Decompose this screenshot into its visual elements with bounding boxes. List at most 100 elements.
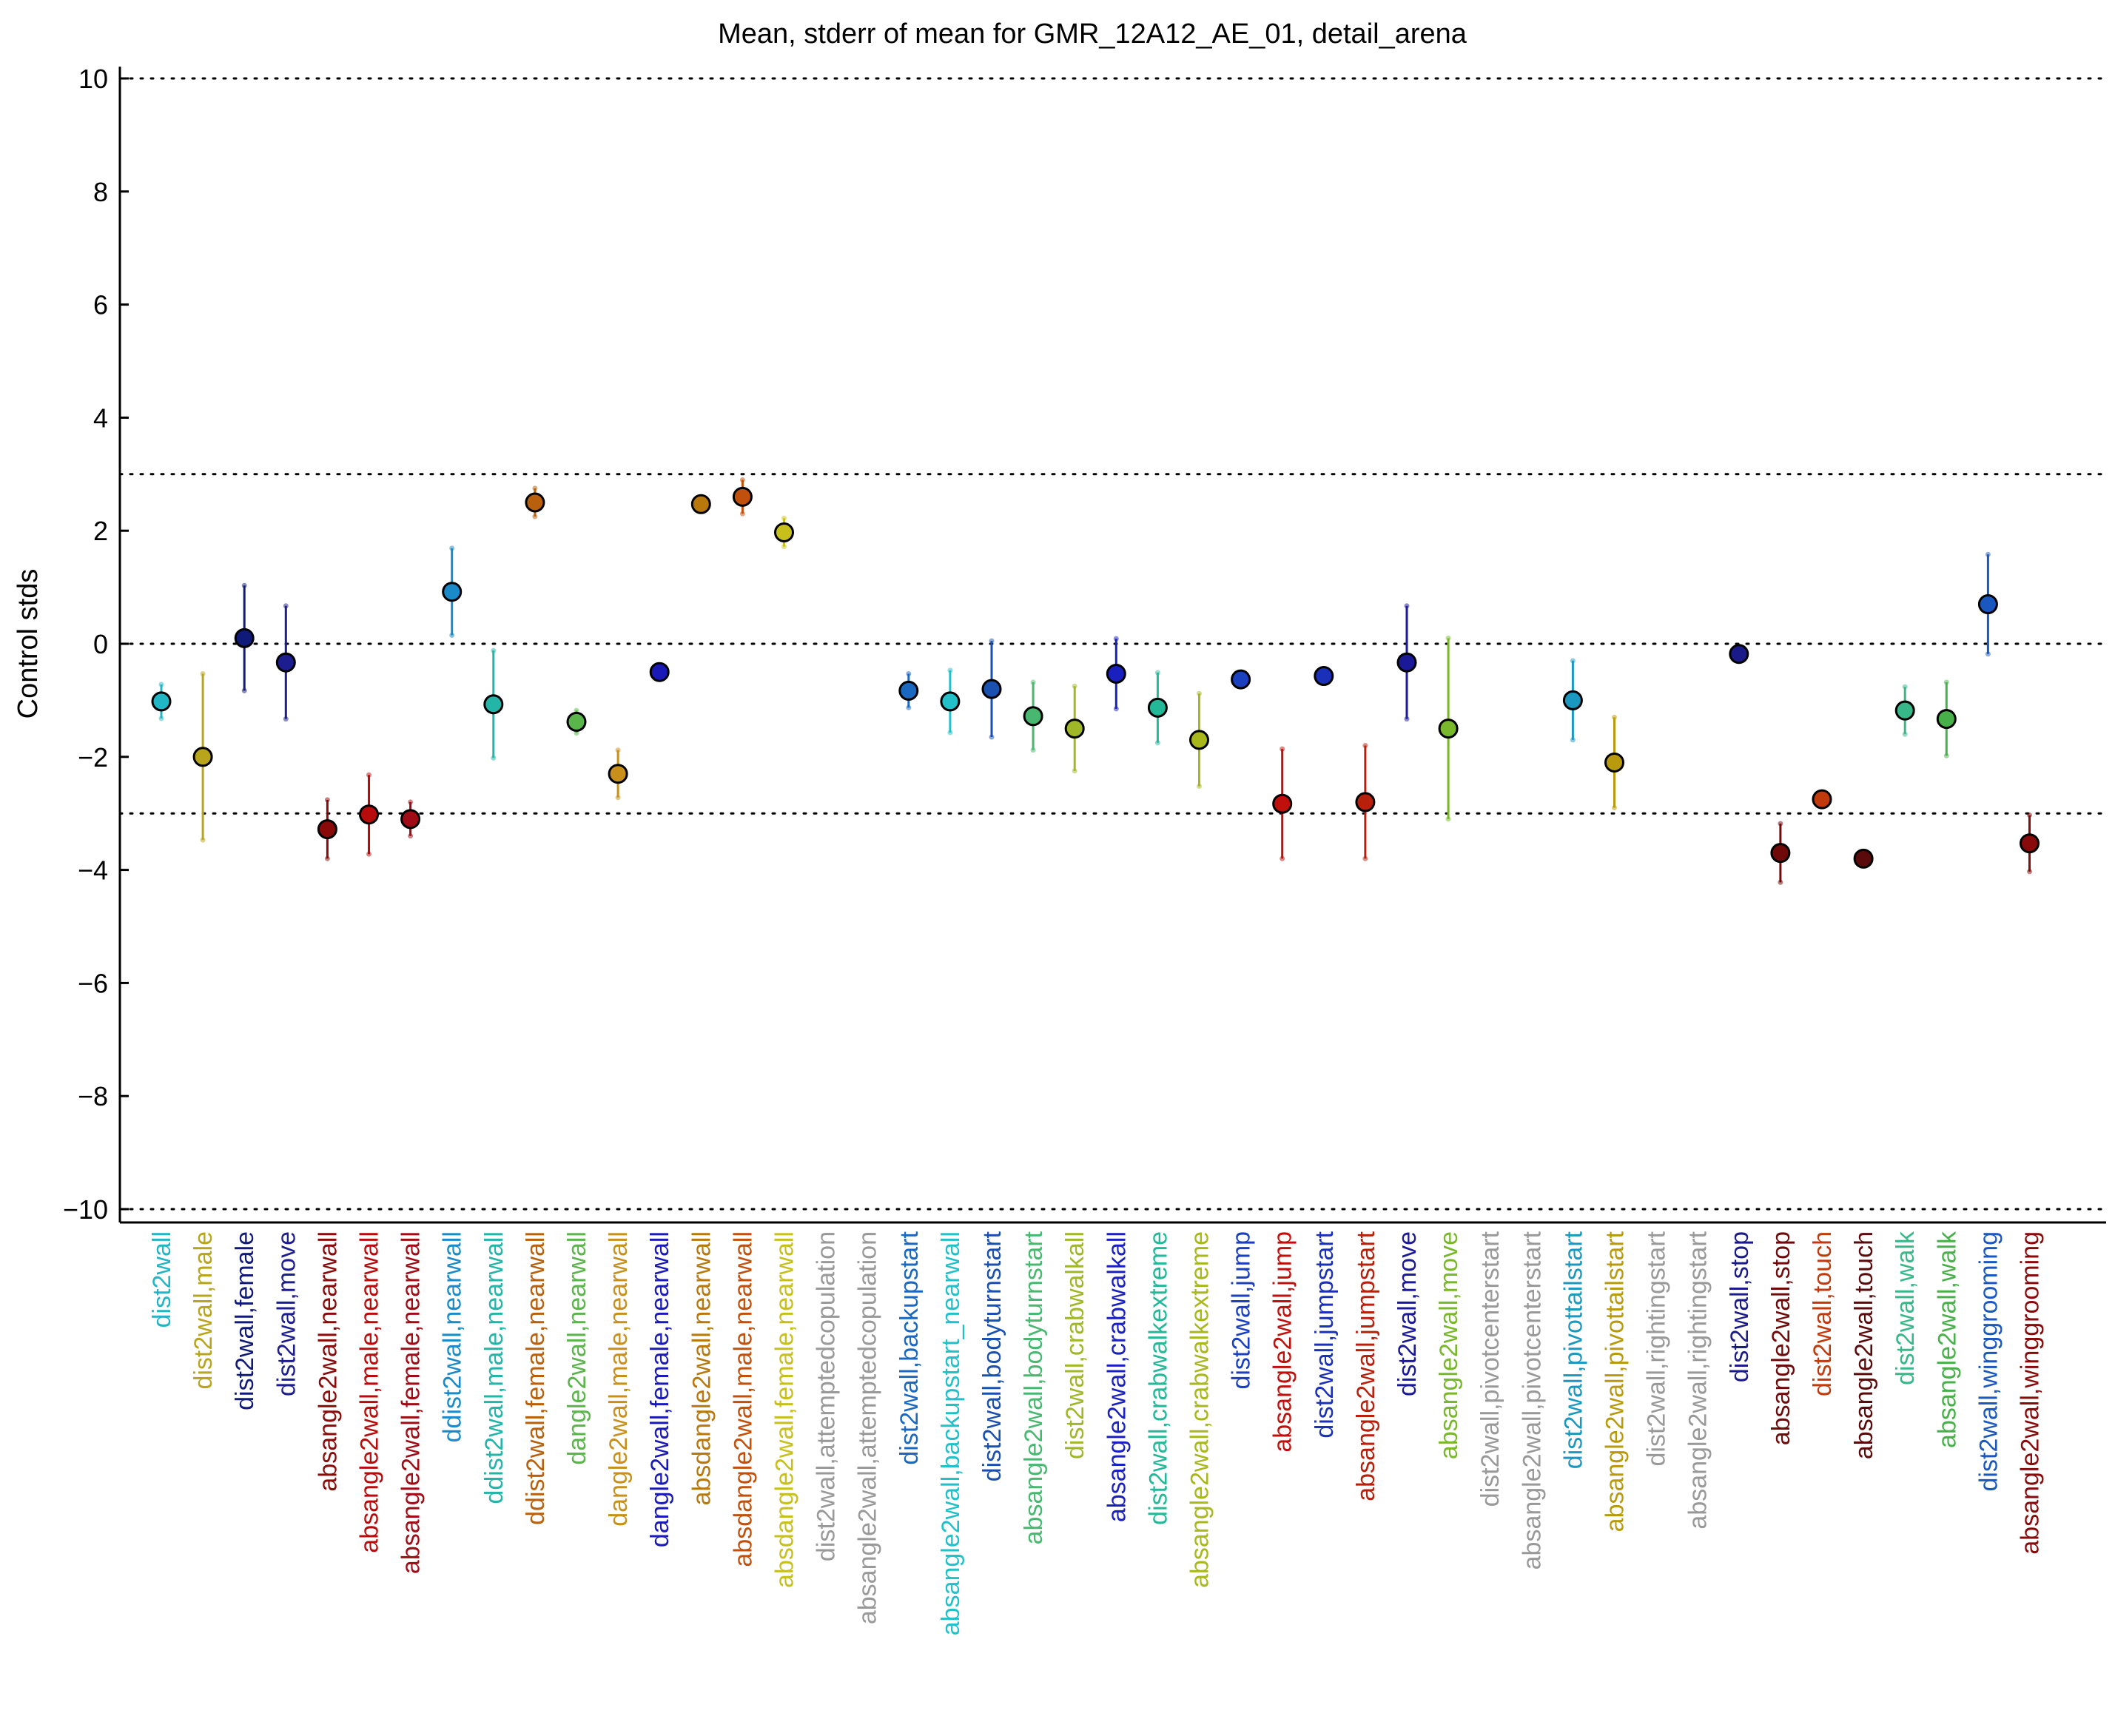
error-cap-bottom <box>781 544 787 550</box>
mean-marker <box>1396 652 1417 673</box>
error-cap-bottom <box>241 687 247 693</box>
x-tick-label: absangle2wall,pivottailstart <box>1601 1231 1630 1532</box>
x-tick-label: dist2wall,backupstart <box>895 1231 924 1464</box>
mean-marker <box>234 628 255 648</box>
y-tick-label: 0 <box>93 629 108 659</box>
chart-title: Mean, stderr of mean for GMR_12A12_AE_01… <box>718 18 1467 50</box>
x-tick-label: absangle2wall,nearwall <box>314 1231 342 1492</box>
x-tick-label: dist2wall,bodyturnstart <box>978 1231 1006 1481</box>
data-point <box>566 707 587 736</box>
data-point <box>1894 684 1915 737</box>
error-cap-top <box>574 707 579 713</box>
x-tick-label: dist2wall,move <box>1393 1231 1422 1396</box>
mean-marker <box>400 809 421 830</box>
error-cap-bottom <box>906 704 912 710</box>
error-cap-top <box>1943 679 1949 685</box>
y-tick-label: 6 <box>93 290 108 320</box>
error-cap-top <box>1197 690 1202 696</box>
data-point <box>1604 714 1624 811</box>
error-cap-bottom <box>1197 784 1202 790</box>
data-point <box>1314 666 1334 687</box>
error-cap-bottom <box>1612 805 1617 811</box>
error-cap-bottom <box>739 511 745 517</box>
mean-marker <box>1438 719 1459 739</box>
error-cap-top <box>2027 812 2032 818</box>
data-point <box>1023 679 1043 753</box>
error-cap-top <box>1902 684 1908 690</box>
error-cap-bottom <box>2027 869 2032 875</box>
error-cap-top <box>989 638 995 644</box>
x-tick-label: dist2wall,pivottailstart <box>1559 1231 1587 1469</box>
data-point <box>1562 658 1583 743</box>
error-cap-top <box>1280 746 1285 752</box>
mean-marker <box>1272 793 1293 814</box>
data-point <box>317 797 337 861</box>
mean-marker <box>1189 730 1209 750</box>
error-cap-top <box>615 747 621 753</box>
y-tick-label: 10 <box>78 64 108 94</box>
mean-marker <box>1729 644 1749 665</box>
data-point <box>1231 669 1251 690</box>
error-cap-bottom <box>532 514 538 519</box>
x-tick-label: dist2wall <box>148 1231 176 1328</box>
error-cap-top <box>408 799 414 805</box>
mean-marker <box>525 492 545 513</box>
data-point <box>1189 690 1209 790</box>
mean-marker <box>1023 706 1043 727</box>
data-point <box>981 638 1002 740</box>
error-cap-top <box>906 670 912 676</box>
y-axis-label: Control stds <box>13 569 44 719</box>
data-point <box>1106 636 1126 712</box>
x-tick-labels: dist2wall dist2wall,male dist2wall,female d… <box>148 1231 2045 1635</box>
y-tick-label: −4 <box>78 855 108 886</box>
x-tick-label: dist2wall,walk <box>1892 1231 1920 1385</box>
error-cap-bottom <box>1113 706 1119 712</box>
mean-marker <box>940 691 961 712</box>
data-point <box>1770 821 1791 885</box>
mean-marker <box>1812 789 1832 810</box>
mean-marker <box>898 680 919 701</box>
error-cap-top <box>1570 658 1576 664</box>
x-tick-label: absangle2wall,pivotcenterstart <box>1518 1231 1546 1570</box>
data-point <box>192 670 213 843</box>
data-point <box>2020 812 2040 875</box>
data-point <box>359 772 379 857</box>
x-tick-label: dist2wall,stop <box>1726 1231 1754 1382</box>
error-cap-bottom <box>1072 768 1077 774</box>
error-cap-bottom <box>1902 731 1908 737</box>
data-point <box>400 799 421 839</box>
data-point <box>774 515 794 550</box>
mean-marker <box>649 662 670 682</box>
data-point <box>1853 848 1874 869</box>
x-tick-label: absangle2wall,touch <box>1850 1231 1878 1459</box>
x-tick-label: absdangle2wall,nearwall <box>687 1231 716 1505</box>
x-tick-label: dist2wall,crabwalkextreme <box>1144 1231 1172 1525</box>
mean-marker <box>1770 843 1791 864</box>
data-point <box>483 647 504 761</box>
error-cap-bottom <box>1404 716 1410 722</box>
mean-marker <box>566 711 587 732</box>
error-cap-bottom <box>491 755 497 761</box>
x-tick-label: absangle2wall,crabwalkextreme <box>1186 1231 1214 1588</box>
mean-marker <box>275 652 296 673</box>
mean-marker <box>2020 833 2040 854</box>
error-cap-bottom <box>158 716 164 721</box>
data-point <box>1147 670 1168 746</box>
x-tick-label: absangle2wall,male,nearwall <box>356 1231 384 1553</box>
error-cap-top <box>532 485 538 491</box>
x-tick-label: dangle2wall,male,nearwall <box>605 1231 633 1527</box>
mean-marker <box>774 522 794 542</box>
mean-marker <box>192 747 213 767</box>
data-point <box>1396 603 1417 722</box>
x-tick-label: dangle2wall,female,nearwall <box>646 1231 674 1547</box>
error-cap-bottom <box>1445 816 1451 822</box>
mean-marker <box>1314 666 1334 687</box>
data-point <box>608 747 628 801</box>
data-point <box>1064 683 1085 774</box>
y-tick-label: 2 <box>93 516 108 546</box>
x-tick-label: absdangle2wall,female,nearwall <box>771 1231 799 1588</box>
x-tick-label: dist2wall,jumpstart <box>1311 1231 1339 1438</box>
error-cap-top <box>947 667 953 673</box>
error-cap-bottom <box>408 833 414 839</box>
error-cap-bottom <box>1280 855 1285 861</box>
